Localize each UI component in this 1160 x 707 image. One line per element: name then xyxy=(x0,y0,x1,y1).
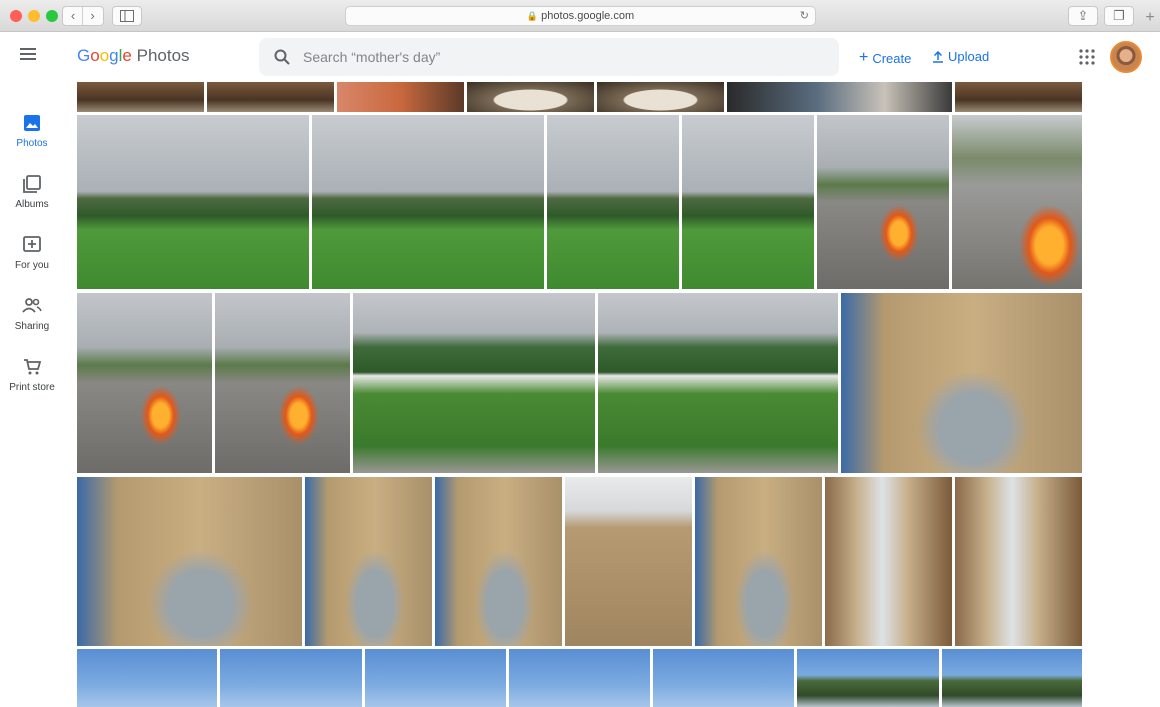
photos-wordmark: Photos xyxy=(136,46,190,65)
photo-thumbnail[interactable] xyxy=(77,115,309,289)
photo-thumbnail[interactable] xyxy=(337,82,464,112)
photo-thumbnail[interactable] xyxy=(797,649,939,707)
search-icon xyxy=(274,49,290,65)
sidebar-toggle-button[interactable] xyxy=(112,6,142,26)
search-input[interactable] xyxy=(303,38,823,76)
sidebar-item-for-you[interactable]: For you xyxy=(0,236,64,292)
photo-thumbnail[interactable] xyxy=(77,477,302,646)
photo-thumbnail[interactable] xyxy=(952,115,1082,289)
main-menu-button[interactable] xyxy=(20,47,40,67)
apps-button[interactable] xyxy=(1079,49,1095,65)
address-bar[interactable]: 🔒 photos.google.com ↻ xyxy=(345,6,816,26)
photo-thumbnail[interactable] xyxy=(435,477,562,646)
sidebar-item-label: Albums xyxy=(15,199,49,210)
photo-thumbnail[interactable] xyxy=(77,293,212,473)
lock-icon: 🔒 xyxy=(526,11,539,21)
photo-thumbnail[interactable] xyxy=(353,293,595,473)
apps-grid-icon xyxy=(1079,49,1095,65)
photo-thumbnail[interactable] xyxy=(825,477,952,646)
url-text: photos.google.com xyxy=(541,10,635,22)
new-tab-plus-icon: + xyxy=(1145,9,1155,26)
photo-thumbnail[interactable] xyxy=(817,115,949,289)
photo-thumbnail[interactable] xyxy=(215,293,350,473)
sidebar-item-label: Sharing xyxy=(14,321,50,332)
app-header: Google Photos + Create Upload xyxy=(0,32,1160,82)
sidebar-item-albums[interactable]: Albums xyxy=(0,175,64,231)
photo-thumbnail[interactable] xyxy=(682,115,814,289)
sharing-icon xyxy=(22,297,42,317)
sidebar-item-label: Print store xyxy=(9,382,55,393)
search-box[interactable] xyxy=(259,38,839,76)
forward-chevron-icon[interactable]: › xyxy=(90,8,95,23)
photo-thumbnail[interactable] xyxy=(942,649,1082,707)
sidebar-item-label: Photos xyxy=(16,138,48,149)
hamburger-menu-icon xyxy=(20,48,36,60)
photo-thumbnail[interactable] xyxy=(727,82,952,112)
close-window-button[interactable] xyxy=(10,10,22,22)
plus-icon: + xyxy=(859,49,869,66)
photo-thumbnail[interactable] xyxy=(955,477,1082,646)
browser-toolbar: ‹ › 🔒 photos.google.com ↻ ⇪ ❐ + xyxy=(0,0,1160,32)
photo-thumbnail[interactable] xyxy=(653,649,794,707)
cart-icon xyxy=(22,358,42,378)
photo-thumbnail[interactable] xyxy=(509,649,650,707)
sidebar: Photos Albums For you Sharing Print store xyxy=(0,82,64,707)
photo-thumbnail[interactable] xyxy=(77,649,217,707)
tabs-button[interactable]: ❐ xyxy=(1104,6,1134,26)
photo-thumbnail[interactable] xyxy=(305,477,432,646)
reload-icon[interactable]: ↻ xyxy=(799,10,809,22)
photo-thumbnail[interactable] xyxy=(467,82,594,112)
photo-thumbnail[interactable] xyxy=(220,649,362,707)
share-icon: ⇪ xyxy=(1077,8,1089,23)
sidebar-item-sharing[interactable]: Sharing xyxy=(0,297,64,353)
photo-thumbnail[interactable] xyxy=(598,293,838,473)
photo-thumbnail[interactable] xyxy=(955,82,1082,112)
for-you-icon xyxy=(22,236,42,256)
tabs-icon: ❐ xyxy=(1113,8,1125,23)
photo-thumbnail[interactable] xyxy=(365,649,506,707)
photo-thumbnail[interactable] xyxy=(207,82,334,112)
upload-icon xyxy=(933,50,943,63)
sidebar-toggle-icon xyxy=(120,10,134,22)
create-button[interactable]: + Create xyxy=(859,49,911,67)
photo-thumbnail[interactable] xyxy=(312,115,544,289)
photo-thumbnail[interactable] xyxy=(841,293,1082,473)
sidebar-item-print-store[interactable]: Print store xyxy=(0,358,64,414)
minimize-window-button[interactable] xyxy=(28,10,40,22)
account-avatar[interactable] xyxy=(1110,41,1142,73)
zoom-window-button[interactable] xyxy=(46,10,58,22)
sidebar-item-label: For you xyxy=(15,260,49,271)
new-tab-button[interactable]: + xyxy=(1140,10,1160,32)
upload-label: Upload xyxy=(948,49,990,64)
photo-icon xyxy=(22,114,42,134)
photo-thumbnail[interactable] xyxy=(597,82,724,112)
google-wordmark: Google xyxy=(77,46,132,65)
photo-thumbnail[interactable] xyxy=(77,82,204,112)
google-photos-logo[interactable]: Google Photos xyxy=(77,46,190,66)
photo-thumbnail[interactable] xyxy=(547,115,679,289)
back-forward-group: ‹ › xyxy=(62,6,104,26)
share-button[interactable]: ⇪ xyxy=(1068,6,1098,26)
back-chevron-icon[interactable]: ‹ xyxy=(64,7,83,25)
sidebar-item-photos[interactable]: Photos xyxy=(0,114,64,170)
create-label: Create xyxy=(872,50,912,66)
albums-icon xyxy=(22,175,42,195)
photo-thumbnail[interactable] xyxy=(565,477,692,646)
photo-thumbnail[interactable] xyxy=(695,477,822,646)
upload-button[interactable]: Upload xyxy=(932,49,989,64)
